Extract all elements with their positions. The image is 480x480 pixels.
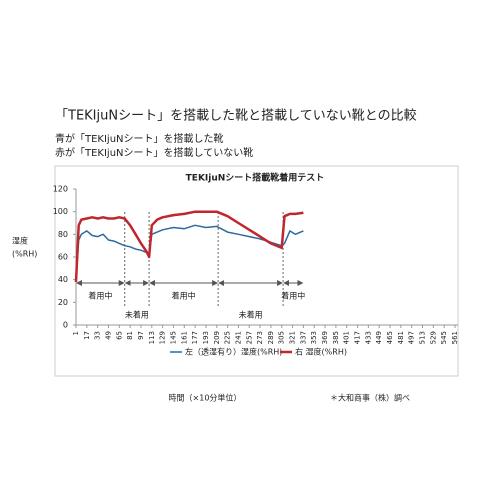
phase-label: 着用中 (172, 291, 196, 301)
source-note: ＊大和商事（株）調べ (330, 393, 410, 403)
x-tick-label: 465 (386, 331, 394, 344)
x-tick-label: 49 (104, 331, 112, 340)
y-tick-label: 40 (58, 275, 68, 284)
x-tick-label: 161 (180, 331, 188, 344)
x-tick-label: 97 (137, 331, 145, 340)
y-axis-title: 湿度 (12, 236, 28, 246)
chart-title: TEKIjuNシート搭載靴着用テスト (186, 172, 325, 184)
series-line (74, 210, 304, 282)
y-axis-title: (%RH) (12, 250, 37, 259)
x-tick-label: 529 (429, 331, 437, 344)
x-tick-label: 449 (375, 331, 383, 344)
x-tick-label: 513 (419, 331, 427, 344)
x-tick-label: 337 (299, 331, 307, 344)
x-tick-label: 113 (148, 331, 156, 344)
x-tick-label: 417 (354, 331, 362, 344)
x-tick-label: 209 (213, 331, 221, 344)
x-tick-label: 369 (321, 331, 329, 344)
x-tick-label: 305 (278, 331, 286, 344)
x-tick-label: 225 (224, 331, 232, 344)
phase-label: 未着用 (125, 310, 149, 320)
x-tick-label: 65 (115, 331, 123, 340)
x-tick-label: 497 (408, 331, 416, 344)
y-tick-label: 60 (58, 253, 68, 262)
x-tick-label: 481 (397, 331, 405, 344)
legend-label: 右 湿度(%RH) (295, 347, 347, 357)
x-tick-label: 177 (191, 331, 199, 344)
series-line (75, 224, 304, 282)
x-tick-label: 289 (267, 331, 275, 344)
x-tick-label: 561 (451, 331, 459, 344)
x-tick-label: 1 (72, 331, 80, 335)
x-tick-label: 81 (126, 331, 134, 340)
x-tick-label: 257 (245, 331, 253, 344)
note-blue: 赤が「TEKIjuNシート」を搭載していない靴 (55, 146, 253, 159)
phase-label: 着用中 (281, 291, 305, 301)
note-red: 青が「TEKIjuNシート」を搭載した靴 (55, 132, 224, 145)
x-tick-label: 401 (343, 331, 351, 344)
x-tick-label: 17 (83, 331, 91, 340)
x-tick-label: 321 (289, 331, 297, 344)
legend-label: 左（透湿有り）湿度(%RH) (185, 347, 282, 357)
x-tick-label: 33 (94, 331, 102, 340)
y-tick-label: 100 (53, 207, 68, 216)
page-title: 「TEKIjuNシート」を搭載した靴と搭載していない靴との比較 (55, 108, 417, 124)
x-tick-label: 385 (332, 331, 340, 344)
phase-label: 未着用 (239, 310, 263, 320)
y-tick-label: 80 (58, 230, 68, 239)
y-tick-label: 0 (63, 321, 68, 330)
x-tick-label: 193 (202, 331, 210, 344)
x-tick-label: 353 (310, 331, 318, 344)
y-tick-label: 120 (53, 185, 68, 194)
x-tick-label: 545 (440, 331, 448, 344)
x-axis-title: 時間（×10分単位） (169, 393, 242, 403)
x-tick-label: 129 (159, 331, 167, 344)
x-tick-label: 273 (256, 331, 264, 344)
phase-label: 着用中 (88, 291, 112, 301)
y-tick-label: 20 (58, 298, 68, 307)
x-tick-label: 145 (169, 331, 177, 344)
x-tick-label: 433 (364, 331, 372, 344)
chart-frame (54, 165, 459, 377)
x-tick-label: 241 (234, 331, 242, 344)
